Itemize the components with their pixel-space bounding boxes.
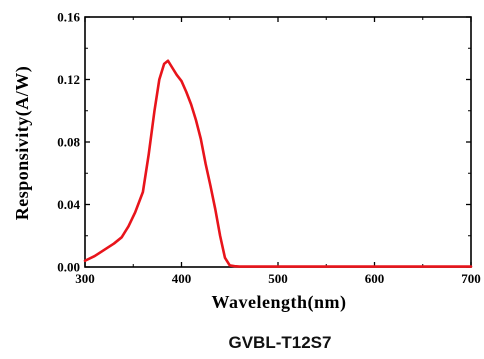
x-tick-label: 700 [461,271,481,286]
chart-caption: GVBL-T12S7 [229,333,332,352]
x-tick-label: 500 [268,271,288,286]
x-tick-label: 300 [75,271,95,286]
y-axis-title: Responsivity(A/W) [12,66,33,221]
responsivity-series-line [83,59,473,268]
y-tick-label: 0.12 [57,72,80,87]
y-tick-label: 0.00 [57,260,80,275]
x-axis-title: Wavelength(nm) [212,292,347,313]
y-tick-label: 0.08 [57,135,80,150]
y-tick-label: 0.04 [57,197,80,212]
plot-frame [84,16,472,268]
x-tick-label: 400 [172,271,192,286]
y-tick-label: 0.16 [57,10,80,25]
x-tick-label: 600 [365,271,385,286]
